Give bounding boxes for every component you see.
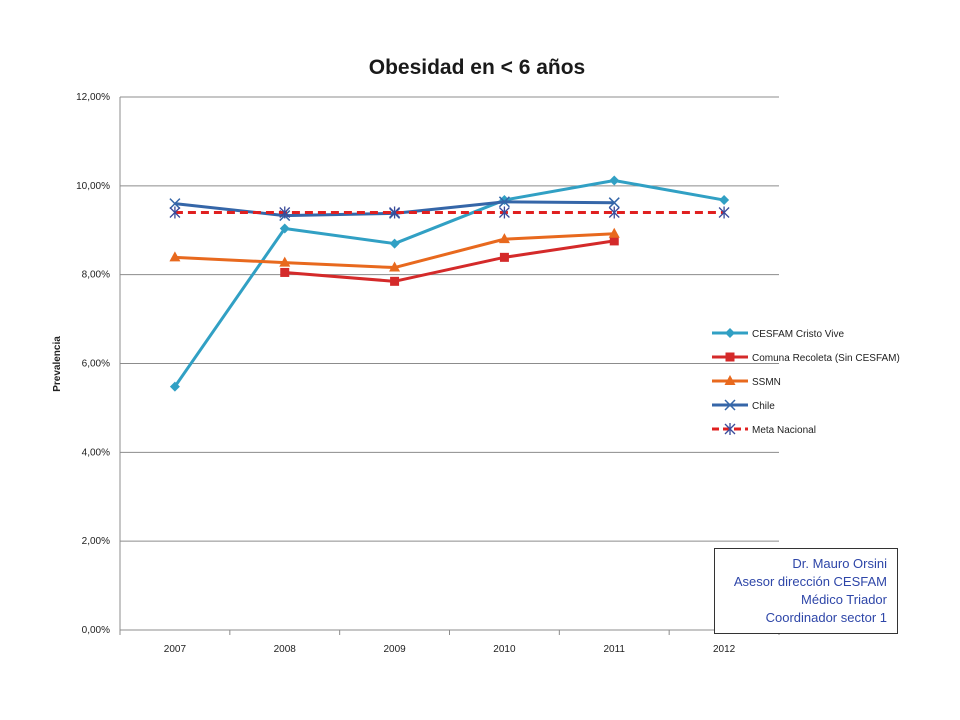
data-point [390, 276, 400, 286]
chart-title: Obesidad en < 6 años [369, 56, 586, 79]
data-point [609, 236, 619, 246]
data-point [724, 423, 736, 435]
author-note-box: Dr. Mauro Orsini Asesor dirección CESFAM… [714, 548, 898, 634]
data-point [725, 328, 735, 338]
data-point [724, 375, 736, 385]
triangle-marker [169, 251, 181, 262]
x-tick-label: 2007 [164, 644, 187, 655]
triangle-marker [724, 375, 736, 385]
square-marker [280, 267, 290, 277]
square-marker [609, 236, 619, 246]
legend-label: Comuna Recoleta (Sin CESFAM) [752, 353, 900, 364]
legend-item: SSMN [712, 375, 781, 388]
x-tick-label: 2009 [383, 644, 406, 655]
x-marker [724, 399, 736, 411]
data-point [499, 252, 509, 262]
data-point [719, 195, 730, 206]
legend-item: Comuna Recoleta (Sin CESFAM) [712, 352, 900, 364]
legend-label: Chile [752, 401, 775, 412]
legend-item: CESFAM Cristo Vive [712, 328, 844, 340]
triangle-marker [498, 233, 510, 244]
y-tick-label: 4,00% [82, 447, 110, 458]
x-marker [608, 197, 620, 209]
data-point [169, 206, 181, 219]
series-layer [169, 175, 730, 392]
legend-item: Chile [712, 399, 775, 412]
x-tick-label: 2011 [603, 644, 625, 655]
y-tick-label: 10,00% [76, 181, 110, 192]
note-line: Asesor dirección CESFAM [733, 574, 887, 589]
x-marker [169, 198, 181, 210]
series-comuna-recoleta-sin-cesfam- [280, 236, 619, 286]
triangle-marker [279, 256, 291, 267]
note-line: Dr. Mauro Orsini [792, 556, 887, 571]
triangle-marker [608, 227, 620, 238]
y-tick-label: 2,00% [82, 536, 110, 547]
square-marker [725, 352, 735, 362]
series-ssmn [169, 227, 620, 272]
triangle-marker [389, 261, 401, 272]
data-point [280, 267, 290, 277]
legend-label: CESFAM Cristo Vive [752, 329, 844, 340]
data-point [608, 197, 620, 209]
data-point [608, 206, 620, 219]
data-point [608, 227, 620, 238]
y-tick-label: 8,00% [82, 270, 110, 281]
diamond-marker [719, 195, 730, 206]
note-line: Médico Triador [801, 592, 887, 607]
legend: CESFAM Cristo Vive Comuna Recoleta (Sin C… [712, 328, 900, 436]
data-point [389, 261, 401, 272]
data-point [279, 223, 290, 234]
diamond-marker [609, 175, 620, 186]
diamond-marker [169, 381, 180, 392]
data-point [169, 381, 180, 392]
data-point [724, 399, 736, 411]
x-marker [498, 196, 510, 208]
y-axis-label: Prevalencia [52, 336, 63, 392]
series-meta-nacional [169, 206, 730, 219]
y-tick-label: 6,00% [82, 359, 110, 370]
data-point [498, 233, 510, 244]
data-point [609, 175, 620, 186]
series-line [173, 179, 725, 388]
data-point [169, 251, 181, 262]
legend-label: SSMN [752, 377, 781, 388]
data-point [279, 256, 291, 267]
data-point [498, 206, 510, 219]
data-point [389, 206, 401, 219]
diamond-marker [279, 223, 290, 234]
diamond-marker [389, 238, 400, 249]
y-tick-label: 12,00% [76, 92, 110, 103]
data-point [498, 196, 510, 208]
series-line [284, 239, 615, 283]
x-tick-label: 2010 [493, 644, 516, 655]
data-point [725, 352, 735, 362]
data-point [279, 206, 291, 219]
legend-label: Meta Nacional [752, 425, 816, 436]
y-tick-label: 0,00% [82, 625, 110, 636]
axes: 0,00% 2,00% 4,00% 6,00% 8,00% 10,00% 12,00% 200… [76, 92, 780, 655]
data-point [169, 198, 181, 210]
data-point [718, 206, 730, 219]
diamond-marker [725, 328, 735, 338]
legend-item: Meta Nacional [712, 423, 816, 436]
data-point [389, 238, 400, 249]
square-marker [390, 276, 400, 286]
x-tick-label: 2012 [713, 644, 736, 655]
note-line: Coordinador sector 1 [765, 610, 887, 625]
square-marker [499, 252, 509, 262]
grid [120, 96, 779, 631]
x-tick-label: 2008 [274, 644, 297, 655]
